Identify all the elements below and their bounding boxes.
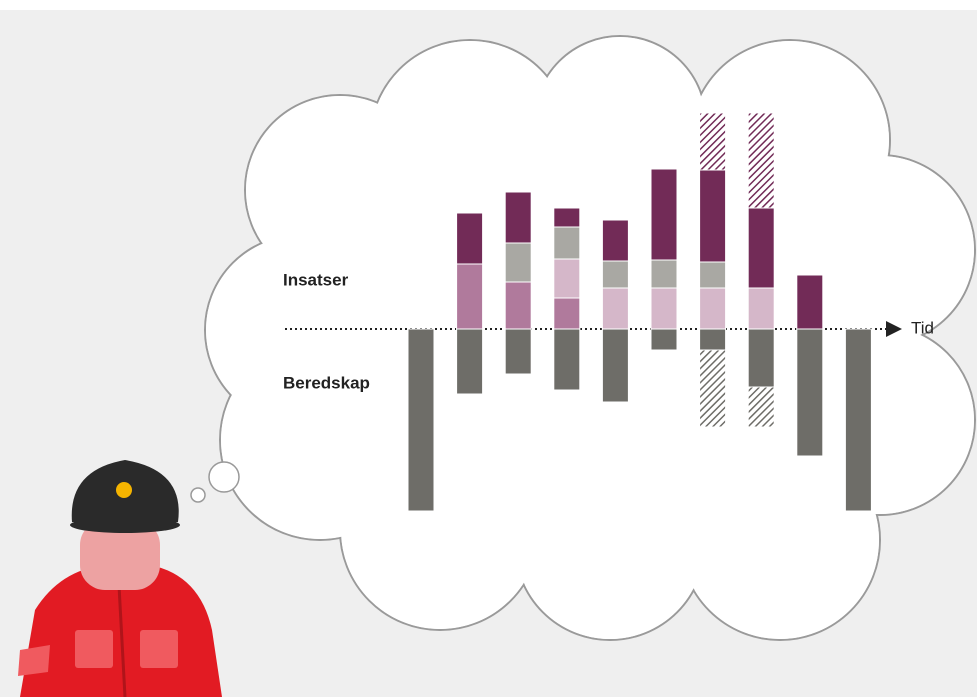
bar-segment — [699, 287, 727, 330]
bar-segment — [601, 287, 629, 330]
bar-segment — [553, 328, 581, 391]
bar-segment — [456, 212, 484, 265]
bar-segment — [553, 297, 581, 330]
thought-bubble — [190, 487, 206, 503]
firefighter — [18, 460, 222, 697]
bar-segment — [553, 226, 581, 260]
bar-segment — [699, 328, 727, 351]
bar-segment — [650, 168, 678, 261]
bar-segment — [456, 263, 484, 330]
bar-segment — [796, 328, 824, 457]
axis-label: Tid — [911, 318, 934, 337]
bar-segment — [601, 328, 629, 403]
bar-segment — [553, 258, 581, 299]
bar-segment — [601, 260, 629, 289]
bar-segment — [699, 261, 727, 289]
bar-segment — [796, 274, 824, 330]
bar-segment — [553, 207, 581, 228]
annotation: Beredskap — [283, 373, 370, 392]
bar-segment — [844, 328, 872, 512]
bar-segment — [699, 349, 727, 428]
bar-segment — [504, 328, 532, 375]
bar-segment — [699, 112, 727, 171]
annotation: Insatser — [283, 270, 349, 289]
bar-segment — [650, 287, 678, 330]
bar-segment — [601, 219, 629, 262]
bar-segment — [650, 328, 678, 351]
bar-segment — [650, 259, 678, 289]
bar-segment — [747, 328, 775, 388]
bar-segment — [456, 328, 484, 395]
bar-segment — [699, 169, 727, 263]
bar-segment — [747, 386, 775, 428]
bar-segment — [747, 112, 775, 209]
bar-segment — [747, 287, 775, 330]
bar-segment — [407, 328, 435, 512]
bars — [407, 112, 872, 512]
bar-segment — [504, 191, 532, 244]
bar-segment — [747, 207, 775, 289]
bar-segment — [504, 242, 532, 283]
thought-cloud — [204, 35, 976, 641]
thought-bubble — [208, 461, 240, 493]
bar-segment — [504, 281, 532, 330]
